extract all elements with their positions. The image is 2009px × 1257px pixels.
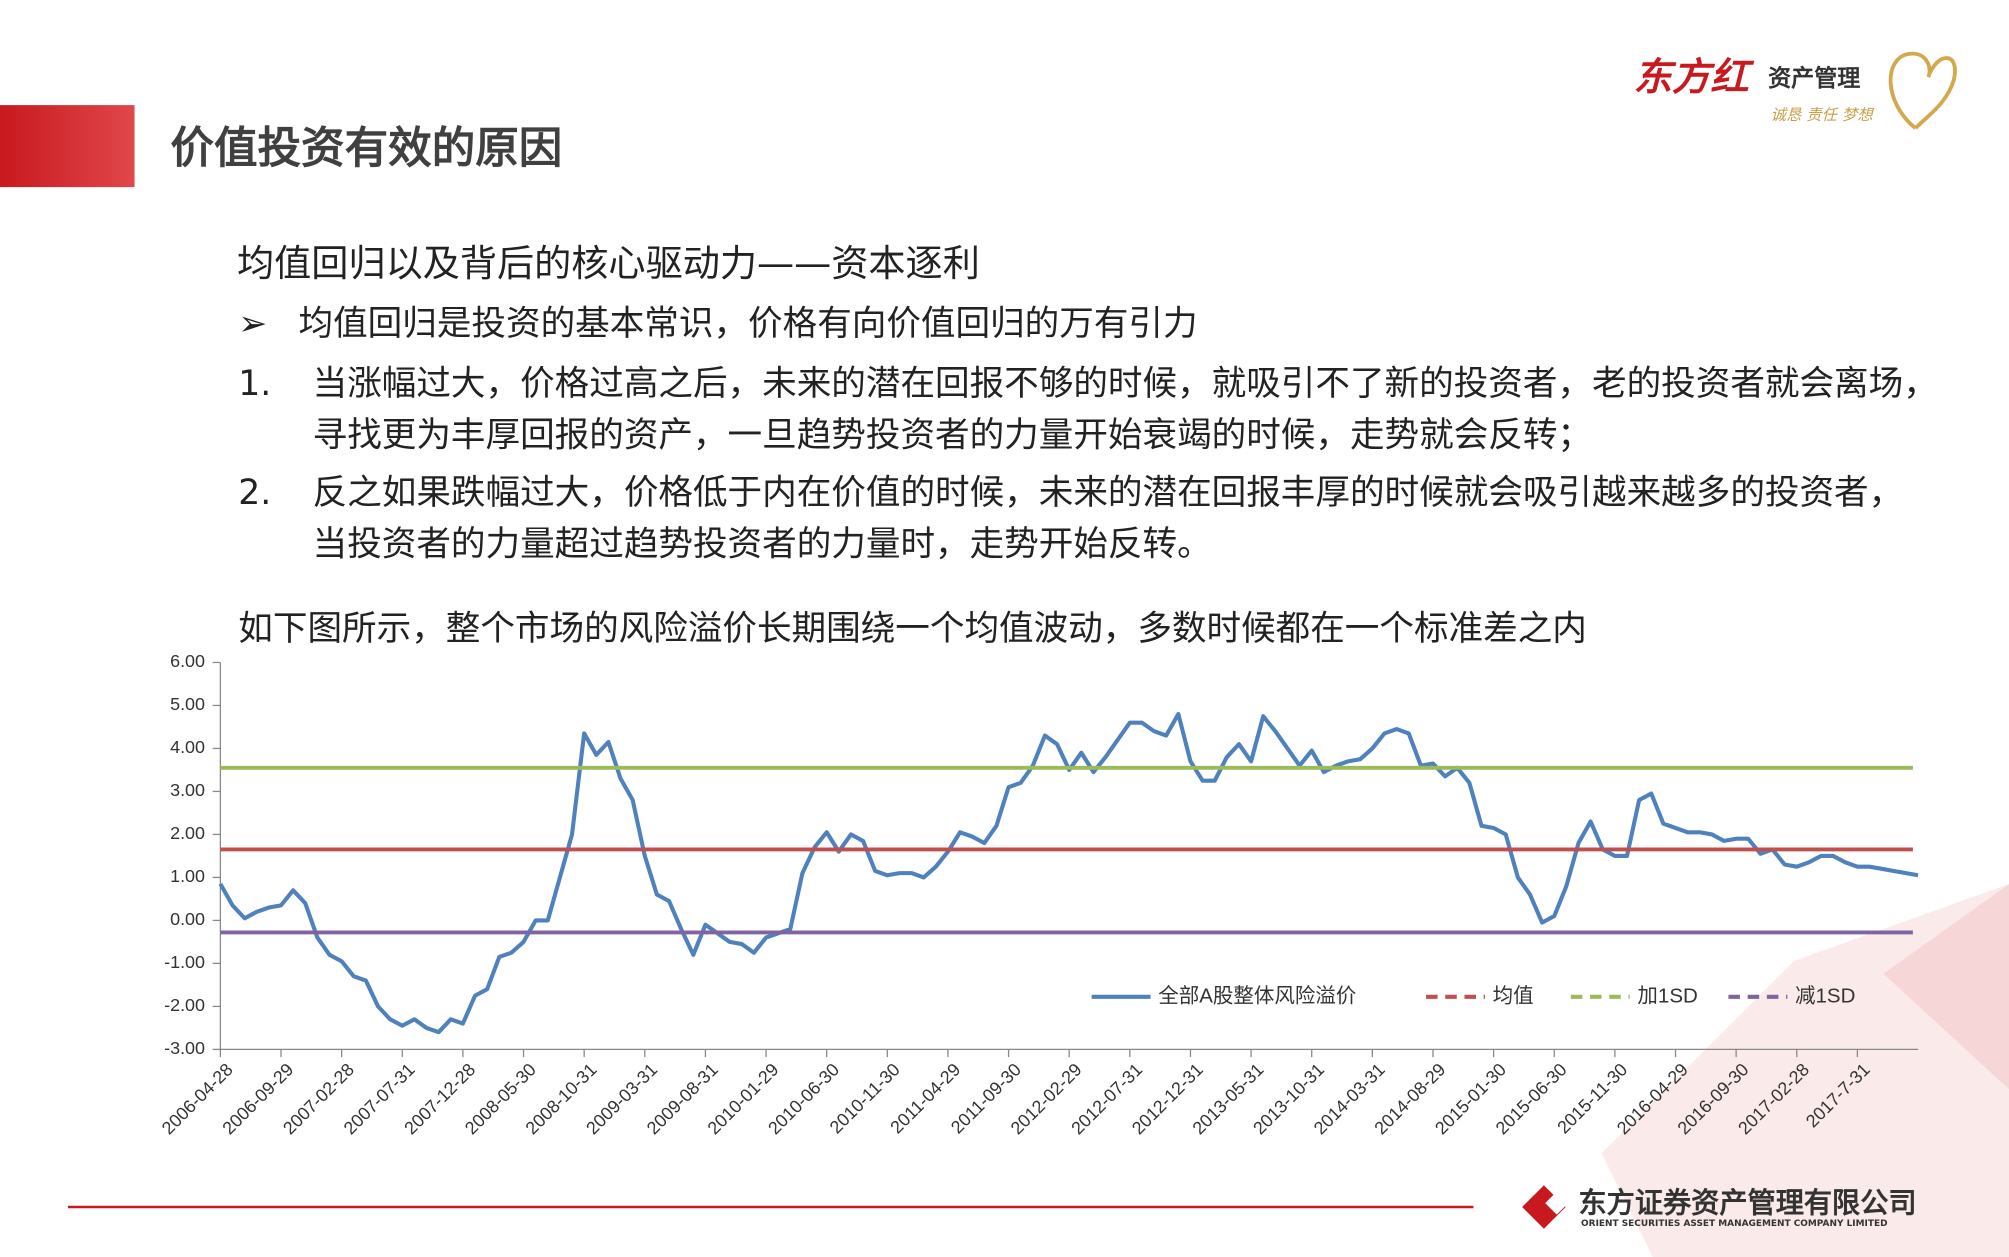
chart: 6.00 5.00 4.00 3.00 2.00 1.00 0.00 -1.00 -2.00 -3…	[158, 651, 1919, 1138]
heading: 均值回归以及背后的核心驱动力——资本逐利	[237, 242, 980, 285]
footer-company-en: ORIENT SECURITIES ASSET MANAGEMENT COMPA…	[1581, 1219, 1887, 1229]
bullet-arrow: ➢	[238, 304, 267, 344]
title-accent	[0, 105, 135, 188]
slide-title: 价值投资有效的原因	[170, 124, 562, 174]
chart-caption: 如下图所示，整个市场的风险溢价长期围绕一个均值波动，多数时候都在一个标准差之内	[238, 609, 1587, 649]
y-tick-label: 5.00	[170, 694, 205, 714]
legend-label: 均值	[1493, 984, 1534, 1007]
logo-motto: 诚恳 责任 梦想	[1771, 106, 1875, 124]
logo-name: 资产管理	[1768, 65, 1860, 92]
legend-label: 加1SD	[1637, 984, 1697, 1007]
point-number: 2.	[238, 473, 271, 513]
background-decoration	[1883, 884, 2009, 1090]
point-line: 当涨幅过大，价格过高之后，未来的潜在回报不够的时候，就吸引不了新的投资者，老的投…	[313, 364, 1938, 404]
y-tick-label: -3.00	[164, 1038, 205, 1058]
point-number: 1.	[238, 364, 271, 404]
point-line: 寻找更为丰厚回报的资产，一旦趋势投资者的力量开始衰竭的时候，走势就会反转；	[313, 415, 1592, 455]
legend-label: 减1SD	[1795, 984, 1855, 1007]
series-line	[218, 711, 1919, 1035]
point-line: 当投资者的力量超过趋势投资者的力量时，走势开始反转。	[313, 524, 1212, 564]
logo-heart	[1888, 51, 1957, 130]
logo-brand: 东方红	[1634, 55, 1755, 100]
y-tick-label: 4.00	[170, 737, 205, 757]
y-tick-label: 2.00	[170, 823, 205, 843]
point-line: 反之如果跌幅过大，价格低于内在价值的时候，未来的潜在回报丰厚的时候就会吸引越来越…	[313, 473, 1904, 513]
footer-logo	[1545, 1191, 1569, 1215]
y-tick-label: 0.00	[170, 909, 205, 929]
y-tick-label: 3.00	[170, 780, 205, 800]
y-tick-label: 6.00	[170, 651, 205, 671]
legend-label: 全部A股整体风险溢价	[1158, 984, 1356, 1007]
footer-company: 东方证券资产管理有限公司	[1579, 1186, 1917, 1219]
y-tick-label: -1.00	[164, 952, 205, 972]
y-tick-label: -2.00	[164, 995, 205, 1015]
y-tick-label: 1.00	[170, 866, 205, 886]
bullet-text: 均值回归是投资的基本常识，价格有向价值回归的万有引力	[299, 304, 1198, 344]
